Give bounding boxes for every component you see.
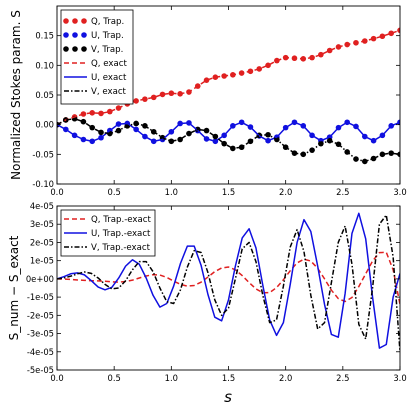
top-legend: Q, Trap. U, Trap. V, Trap. Q, exact U, e [60,9,134,105]
bottom-legend-entry-v: V, Trap.-exact [64,243,151,253]
bottom-x-axis-label: s [224,388,232,406]
legend-marker-u-trap [81,32,87,38]
bottom-series-u-trap-exact-line [57,212,400,349]
bottom-x-tick-label: 0.5 [108,373,121,383]
top-y-tick-label: 0.00 [35,120,54,130]
legend-marker-u-trap [72,32,78,38]
bottom-y-axis-label: S_num − S_exact [7,235,21,340]
top-x-tick-label: 1.5 [222,187,235,197]
bottom-y-tick-label: -1e-05 [27,292,54,302]
legend-marker-v-trap [63,46,69,52]
bottom-axis-ticks: 0.0 0.5 1.0 1.5 2.0 2.5 3.0 -5e-05 -4e-05 -3e-05 -… [26,201,407,383]
top-legend-entry-q-exact: Q, exact [64,59,127,69]
top-x-tick-label: 2.0 [279,187,292,197]
top-legend-entry-u-trap: U, Trap. [63,31,124,41]
top-legend-entry-v-trap: V, Trap. [63,45,123,55]
top-panel: 0.0 0.5 1.0 1.5 2.0 2.5 3.0 -0.10 -0.05 0.00 0.05 0… [9,5,407,197]
bottom-y-tick-label: -4e-05 [27,347,54,357]
top-x-tick-label: 0.0 [50,187,63,197]
top-y-tick-label: 0.05 [35,90,54,100]
top-y-tick-label: -0.05 [32,149,54,159]
legend-label-u-trap: U, Trap. [91,31,124,41]
bottom-panel: 0.0 0.5 1.0 1.5 2.0 2.5 3.0 -5e-05 -4e-05 -3e-05 -… [7,201,407,406]
legend-label-v-trap: V, Trap. [91,45,123,55]
top-legend-entry-q-trap: Q, Trap. [63,17,124,27]
bottom-y-tick-label: 2e-05 [30,237,54,247]
bottom-series-v-trap-exact-line [57,214,400,352]
top-series-q-trap-point [159,91,166,98]
top-series-u-exact-line [57,121,400,143]
legend-marker-q-trap [81,18,87,24]
top-series-q-trap-point [89,110,96,116]
bottom-legend-entry-u: U, Trap.-exact [64,229,151,239]
legend-marker-v-trap [72,46,78,52]
bottom-y-tick-label: 0e+00 [26,274,54,284]
legend-label-q-exact: Q, exact [91,59,127,69]
top-y-tick-label: -0.10 [32,179,54,189]
top-y-axis-label: Normalized Stokes param. S [9,10,23,180]
top-series-v-trap-point [370,155,377,162]
top-series-v-trap-point [168,138,175,145]
top-series-q-trap-point [397,27,400,34]
bottom-series-q-trap-exact-line [57,251,400,305]
bottom-y-tick-label: -5e-05 [27,365,54,375]
bottom-legend: Q, Trap.-exact U, Trap.-exact V, Trap.-e… [60,209,156,257]
bottom-x-tick-label: 0.0 [50,373,63,383]
legend-label-v-diff: V, Trap.-exact [91,243,151,253]
bottom-x-tick-label: 3.0 [393,373,406,383]
top-y-tick-label: 0.10 [35,60,54,70]
top-series-q-trap-point [318,51,324,58]
legend-label-u-diff: U, Trap.-exact [91,229,151,239]
bottom-y-tick-label: 1e-05 [30,256,54,266]
bottom-x-tick-label: 1.5 [222,373,235,383]
legend-marker-u-trap [63,32,69,38]
top-legend-box [60,9,134,105]
top-plot-area [57,27,400,165]
legend-marker-v-trap [81,46,87,52]
bottom-legend-entry-q: Q, Trap.-exact [64,215,152,225]
legend-label-q-trap: Q, Trap. [91,17,124,27]
top-x-tick-label: 1.0 [165,187,178,197]
bottom-y-tick-label: 3e-05 [30,219,54,229]
top-legend-entry-u-exact: U, exact [64,73,127,83]
top-x-tick-label: 2.5 [336,187,349,197]
top-axis-ticks: 0.0 0.5 1.0 1.5 2.0 2.5 3.0 -0.10 -0.05 0.00 0.05 0… [32,6,407,197]
top-series-q-trap-point [150,94,157,101]
top-x-tick-label: 0.5 [108,187,121,197]
top-series-q-trap-point [326,47,333,54]
bottom-plot-area [57,212,400,352]
bottom-y-tick-label: -2e-05 [27,310,54,320]
top-series-q-trap-point [98,110,104,117]
top-series-q-trap-point [107,108,113,115]
top-series-q-exact-line [57,29,400,126]
top-series-v-trap-point [186,130,192,137]
legend-marker-q-trap [63,18,69,24]
top-series-q-trap-point [168,90,175,97]
bottom-x-tick-label: 1.0 [165,373,178,383]
top-x-tick-label: 3.0 [393,187,406,197]
legend-label-q-diff: Q, Trap.-exact [91,215,152,225]
bottom-y-tick-label: 4e-05 [30,201,54,211]
top-legend-entry-v-exact: V, exact [64,87,127,97]
top-series-v-exact-line [57,117,400,163]
top-series-q-trap-point [379,33,386,40]
bottom-x-tick-label: 2.0 [279,373,292,383]
legend-label-u-exact: U, exact [91,73,127,83]
top-series-v-trap-point [98,129,104,136]
legend-marker-q-trap [72,18,78,24]
top-series-q-trap-point [388,30,395,37]
top-y-tick-label: 0.15 [35,31,54,41]
legend-label-v-exact: V, exact [91,87,127,97]
bottom-y-tick-label: -3e-05 [27,329,54,339]
bottom-x-tick-label: 2.5 [336,373,349,383]
top-series-v-trap-point [230,145,236,152]
